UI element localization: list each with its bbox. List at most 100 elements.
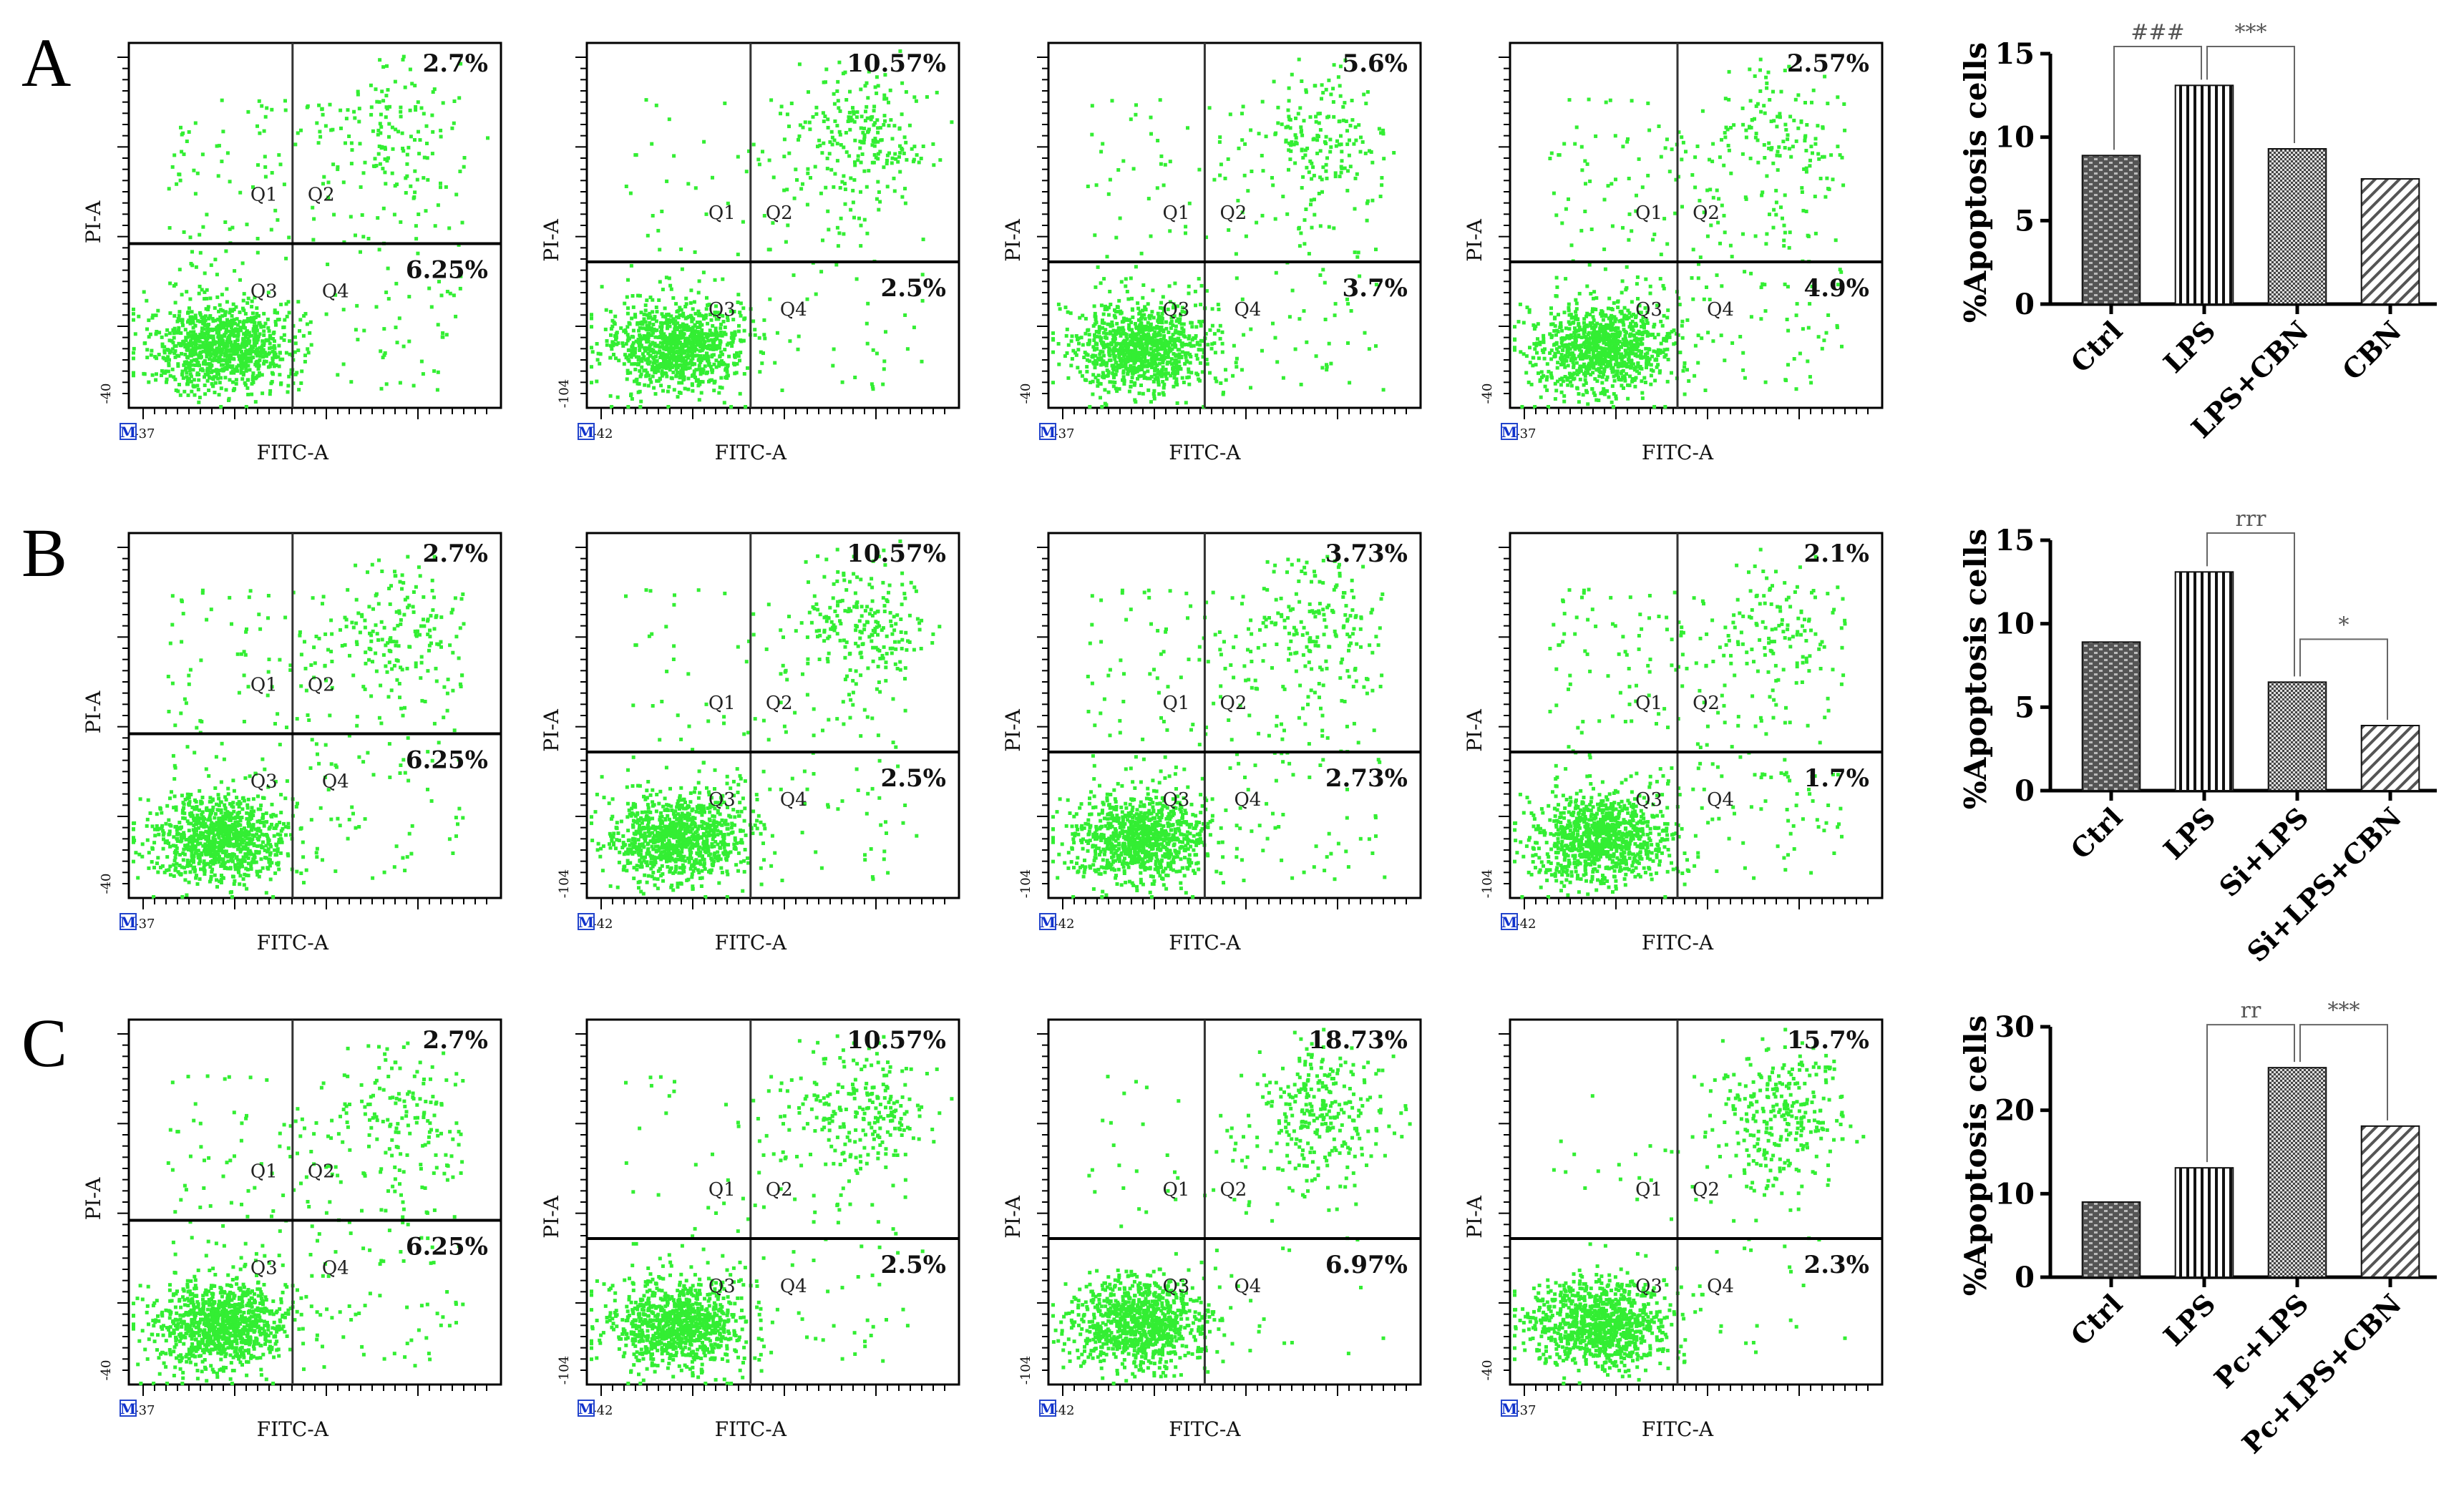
y-ticks (1037, 1033, 1048, 1371)
q2-percent: 2.7% (423, 49, 488, 78)
y-tick-label: 15 (1995, 37, 2035, 71)
y-tick-label: 30 (1995, 1010, 2035, 1044)
marker-box (1501, 423, 1518, 440)
marker-box (1039, 1400, 1056, 1417)
marker-box (120, 913, 137, 930)
marker-m: M (120, 914, 136, 931)
quadrant-label-q3: Q3 (708, 1276, 736, 1297)
quadrant-label-q2: Q2 (308, 185, 335, 206)
flow-panel-a-2: Q1 Q2 Q3 Q4 10.57% 2.5% -42 -104 M FITC-A PI-A (540, 41, 960, 464)
y-tick-label: 20 (1995, 1094, 2035, 1128)
bar-ctrl (2081, 641, 2141, 791)
q2-percent: 10.57% (847, 49, 946, 78)
marker-m: M (1040, 1400, 1056, 1417)
category-label: Si+LPS+CBN (2241, 801, 2408, 969)
event-dots (132, 1041, 465, 1385)
quadrant-label-q2: Q2 (1693, 202, 1720, 224)
x-min-label: -37 (1054, 426, 1075, 441)
q2-percent: 2.1% (1804, 539, 1869, 568)
marker-m: M (1501, 1400, 1517, 1417)
marker-box (1501, 1400, 1518, 1417)
quadrant-label-q1: Q1 (1635, 693, 1662, 714)
x-ticks (1062, 408, 1407, 419)
y-ticks (1037, 57, 1048, 394)
quadrant-label-q3: Q3 (1635, 789, 1662, 811)
x-min-label: -42 (593, 917, 613, 932)
quadrant-label-q3: Q3 (1162, 1276, 1189, 1297)
quadrant-label-q1: Q1 (1635, 1179, 1662, 1201)
bar-ctrl (2081, 155, 2141, 305)
quadrant-label-q3: Q3 (1162, 299, 1189, 321)
event-dots (590, 1034, 954, 1385)
y-ticks (1499, 547, 1510, 884)
y-ticks (1499, 57, 1510, 394)
event-dots (590, 49, 954, 409)
y-axis-title: PI-A (82, 1177, 105, 1220)
y-axis-label: %Apoptosis cells (1958, 1015, 1993, 1296)
event-dots (1051, 1027, 1412, 1385)
quadrant-label-q3: Q3 (250, 1258, 278, 1279)
quadrant-label-q4: Q4 (780, 299, 807, 321)
bar-si-lps (2267, 681, 2327, 791)
y-tick-label: 10 (1995, 607, 2035, 641)
y-tick-label: 0 (2015, 1261, 2035, 1294)
event-dots (1051, 555, 1387, 899)
x-axis-title: FITC-A (1642, 441, 1714, 464)
bar-si-lps-cbn (2360, 725, 2420, 791)
y-axis-title: PI-A (82, 690, 105, 733)
category-label: CBN (2336, 315, 2407, 386)
event-dots (1513, 547, 1847, 899)
category-label: LPS (2157, 801, 2221, 866)
flow-panel-b-1: Q1 Q2 Q3 Q4 2.7% 6.25% -37 -40 M FITC-A PI-A (82, 532, 502, 954)
x-axis-title: FITC-A (1642, 1417, 1714, 1441)
y-axis-title: PI-A (1001, 708, 1025, 751)
y-axis-title: PI-A (540, 218, 563, 261)
quadrant-label-q2: Q2 (1219, 202, 1247, 224)
quadrant-label-q2: Q2 (766, 1179, 793, 1201)
plot-frame (1047, 1018, 1422, 1386)
quadrant-label-q4: Q4 (322, 771, 349, 793)
flow-panel-a-1: Q1 Q2 Q3 Q4 2.7% 6.25% -37 -40 M FITC-A PI-A (82, 41, 502, 464)
x-axis-title: FITC-A (1642, 931, 1714, 954)
marker-m: M (578, 914, 594, 931)
marker-m: M (1040, 424, 1056, 441)
marker-m: M (1501, 424, 1517, 441)
x-min-label: -37 (135, 917, 155, 932)
x-min-label: -42 (1054, 917, 1075, 932)
quadrant-label-q4: Q4 (1234, 789, 1261, 811)
quadrant-label-q2: Q2 (1219, 1179, 1247, 1201)
flow-panel-c-2: Q1 Q2 Q3 Q4 10.57% 2.5% -42 -104 M FITC-A PI-A (540, 1018, 960, 1441)
flow-panel-c-3: Q1 Q2 Q3 Q4 18.73% 6.97% -42 -104 M FITC-A PI-A (1001, 1018, 1422, 1441)
q4-percent: 4.9% (1804, 274, 1869, 303)
x-ticks (600, 408, 945, 419)
flow-panel-c-1: Q1 Q2 Q3 Q4 2.7% 6.25% -37 -40 M FITC-A PI-A (82, 1018, 502, 1441)
y-axis-title: PI-A (1463, 708, 1486, 751)
marker-box (1501, 913, 1518, 930)
y-min-label: -40 (1018, 384, 1033, 404)
q2-percent: 10.57% (847, 1026, 946, 1055)
plot-frame (1509, 1018, 1884, 1386)
quadrant-label-q1: Q1 (1635, 202, 1662, 224)
quadrant-label-q1: Q1 (708, 1179, 736, 1201)
x-axis-title: FITC-A (1169, 1417, 1241, 1441)
quadrant-label-q4: Q4 (322, 1258, 349, 1279)
row-label-a: A (21, 24, 72, 101)
x-axis-title: FITC-A (715, 931, 787, 954)
x-axis-title: FITC-A (257, 441, 329, 464)
q2-percent: 2.7% (423, 539, 488, 568)
category-label: LPS (2157, 1288, 2221, 1352)
x-min-label: -37 (1516, 426, 1537, 441)
q4-percent: 6.25% (406, 256, 488, 285)
category-label: Ctrl (2064, 801, 2128, 866)
y-axis-title: PI-A (1001, 1195, 1025, 1238)
quadrant-label-q1: Q1 (1162, 202, 1189, 224)
x-axis-title: FITC-A (715, 1417, 787, 1441)
event-dots (1051, 57, 1396, 409)
y-ticks (117, 57, 129, 394)
marker-m: M (120, 424, 136, 441)
y-tick-label: 5 (2015, 690, 2035, 724)
marker-box (578, 1400, 595, 1417)
x-ticks (1524, 898, 1869, 909)
y-tick-label: 5 (2015, 204, 2035, 238)
